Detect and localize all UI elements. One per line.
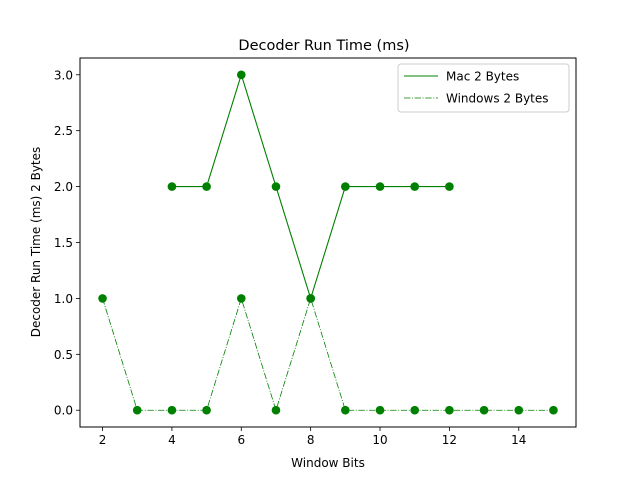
data-point: [375, 182, 385, 191]
y-tick-label: 0.0: [54, 404, 73, 418]
data-point: [271, 182, 281, 191]
y-tick-label: 1.5: [54, 236, 73, 250]
data-point: [410, 405, 420, 415]
data-point: [375, 405, 385, 415]
data-point: [445, 405, 454, 415]
x-tick-label: 12: [442, 433, 457, 447]
data-point: [341, 405, 350, 415]
plot-area: [98, 70, 558, 415]
legend-box: [397, 63, 570, 113]
x-tick-label: 10: [372, 433, 387, 447]
y-axis: 0.0 0.5 1.0 1.5 2.0 2.5 3.0: [54, 68, 80, 418]
data-point: [479, 405, 489, 415]
series-line-2: [102, 297, 554, 412]
data-point: [167, 405, 177, 415]
x-tick-label: 8: [307, 433, 315, 447]
x-tick-label: 4: [168, 433, 176, 447]
data-point: [341, 182, 350, 191]
y-tick-label: 1.0: [54, 292, 73, 306]
y-tick-label: 2.0: [54, 180, 73, 194]
x-axis-label: Window Bits: [291, 456, 365, 470]
data-point: [549, 405, 558, 415]
x-tick-label: 6: [237, 433, 245, 447]
x-axis: 2 4 6 8 10 12 14: [99, 427, 526, 447]
data-point: [445, 182, 454, 191]
x-tick-label: 14: [511, 433, 526, 447]
legend-label-2: Windows 2 Bytes: [446, 92, 549, 106]
data-point: [306, 294, 315, 303]
legend-label-1: Mac 2 Bytes: [446, 70, 519, 84]
data-point: [98, 294, 107, 303]
legend: Mac 2 Bytes Windows 2 Bytes: [397, 63, 570, 113]
data-point: [236, 70, 246, 80]
y-tick-label: 3.0: [54, 68, 73, 82]
data-point: [410, 182, 420, 191]
y-tick-label: 0.5: [54, 348, 73, 362]
data-point: [514, 405, 524, 415]
y-tick-label: 2.5: [54, 124, 73, 138]
data-point: [202, 405, 211, 415]
x-tick-label: 2: [99, 433, 107, 447]
data-point: [236, 294, 246, 303]
data-point: [167, 182, 177, 191]
data-point: [271, 405, 281, 415]
data-point: [132, 405, 142, 415]
data-point: [202, 182, 211, 191]
y-axis-label: Decoder Run Time (ms) 2 Bytes: [29, 147, 43, 338]
chart-title: Decoder Run Time (ms): [238, 38, 409, 54]
